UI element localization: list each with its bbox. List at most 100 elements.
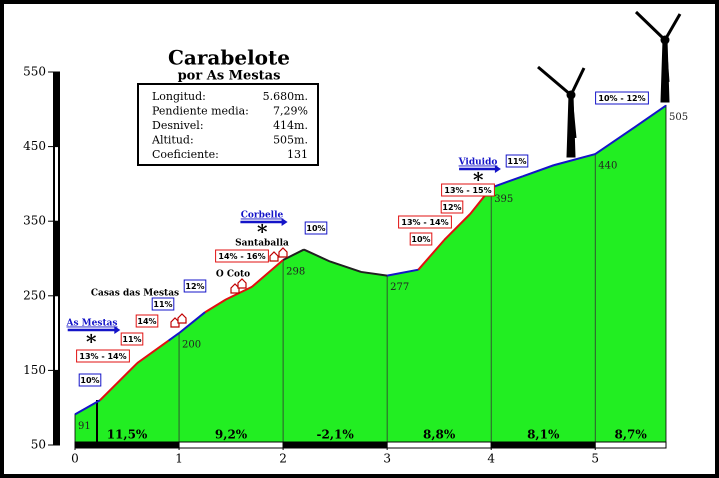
gradient-box <box>441 183 495 197</box>
info-label: Pendiente media: <box>152 105 249 118</box>
profile-line <box>417 239 446 271</box>
info-value: 5.680m. <box>263 90 308 103</box>
gradient-box-label: 10% <box>306 224 325 233</box>
place-label: Corbelle <box>241 211 284 221</box>
km-bar <box>178 441 284 449</box>
x-tick-label: 0 <box>71 452 79 466</box>
svg-text:*: * <box>86 330 97 354</box>
km-gradient: -2,1% <box>316 428 354 442</box>
gradient-box <box>505 154 529 168</box>
profile-line <box>636 104 667 127</box>
gradient-box <box>151 297 175 311</box>
info-label: Coeficiente: <box>152 148 219 161</box>
gradient-box <box>304 221 328 235</box>
gradient-box <box>135 314 159 328</box>
y-axis-segment <box>55 295 58 371</box>
profile-line <box>99 362 139 401</box>
place-label: O Coto <box>216 270 250 280</box>
gradient-box-label: 11% <box>122 335 141 344</box>
km-bar <box>490 441 596 449</box>
value-label: 200 <box>182 340 201 351</box>
profile-line <box>251 259 284 288</box>
y-axis-bar <box>53 72 60 445</box>
profile-line <box>490 175 523 189</box>
gradient-box <box>215 249 269 263</box>
place-label: Casas das Mestas <box>91 289 179 299</box>
info-label: Altitud: <box>151 134 194 147</box>
info-value: 505m. <box>273 134 308 147</box>
gradient-box-label: 10% <box>411 235 430 244</box>
place-arrow-head <box>114 326 121 334</box>
km-gradient: 8,1% <box>527 428 560 442</box>
gradient-box <box>183 279 207 293</box>
profile-line <box>329 260 362 273</box>
gradient-box-label: 11% <box>507 157 526 166</box>
place-label: As Mestas <box>66 319 118 329</box>
profile-line <box>74 399 101 416</box>
value-label: 91 <box>78 421 91 432</box>
y-tick-label: 550 <box>23 65 46 79</box>
km-bar <box>386 441 492 449</box>
gradient-box-label: 12% <box>185 282 204 291</box>
gradient-box <box>76 349 130 363</box>
km-gradient: 8,7% <box>614 428 647 442</box>
profile-line <box>204 298 227 314</box>
y-tick-label: 50 <box>31 438 46 452</box>
chart: 50 150 250 350 450 550 0 1 2 3 4 5 11,5% 9,2% -2,1% 8,8… <box>4 4 715 474</box>
profile-line <box>553 153 596 167</box>
svg-text:*: * <box>257 220 268 244</box>
gradient-box <box>440 200 464 214</box>
profile-line <box>443 213 472 241</box>
x-tick-label: 4 <box>487 452 495 466</box>
km-bar <box>282 441 388 449</box>
value-label: 440 <box>598 161 617 172</box>
place-label: Santaballa <box>235 239 289 249</box>
y-tick-label: 150 <box>23 363 46 377</box>
x-tick-label: 5 <box>591 452 599 466</box>
profile-line <box>386 268 419 277</box>
gradient-box <box>409 232 433 246</box>
profile-line <box>594 124 638 155</box>
km-bar <box>594 441 667 449</box>
profile-line <box>282 248 305 261</box>
info-value: 131 <box>287 148 308 161</box>
x-tick-label: 3 <box>383 452 391 466</box>
svg-text:*: * <box>473 168 484 192</box>
profile-line <box>360 270 388 277</box>
gradient-box-label: 13% - 15% <box>444 186 491 195</box>
place-label: Viduido <box>458 158 498 168</box>
gradient-box <box>120 332 144 346</box>
km-gradient: 11,5% <box>107 428 148 442</box>
gradient-box-label: 10% - 12% <box>598 94 645 103</box>
chart-title: Carabelote <box>168 46 290 70</box>
info-value: 7,29% <box>273 105 308 118</box>
gradient-box-label: 11% <box>153 300 172 309</box>
y-tick-label: 450 <box>23 139 46 153</box>
profile-line <box>303 248 331 263</box>
value-label: 395 <box>494 194 513 205</box>
chart-subtitle: por As Mestas <box>178 69 281 84</box>
gradient-box-label: 13% - 14% <box>79 352 126 361</box>
profile-line <box>136 339 170 364</box>
info-label: Desnivel: <box>152 119 204 132</box>
km-gradient: 9,2% <box>215 428 248 442</box>
gradient-box-label: 14% - 16% <box>218 252 265 261</box>
profile-line <box>178 311 206 334</box>
y-tick-label: 250 <box>23 288 46 302</box>
value-label: 277 <box>390 282 409 293</box>
gradient-box <box>78 373 102 387</box>
y-tick-label: 350 <box>23 214 46 228</box>
gradient-box-label: 14% <box>137 317 156 326</box>
place-arrow-head <box>281 218 288 226</box>
x-tick-label: 2 <box>279 452 287 466</box>
km-bar <box>74 441 180 449</box>
houses <box>170 247 288 328</box>
x-tick-label: 1 <box>175 452 183 466</box>
gradient-box-label: 12% <box>442 203 461 212</box>
info-label: Longitud: <box>152 90 206 103</box>
profile-line <box>168 332 180 342</box>
info-value: 414m. <box>273 119 308 132</box>
profile-line <box>522 164 554 178</box>
asterisks: * * * <box>86 168 484 354</box>
